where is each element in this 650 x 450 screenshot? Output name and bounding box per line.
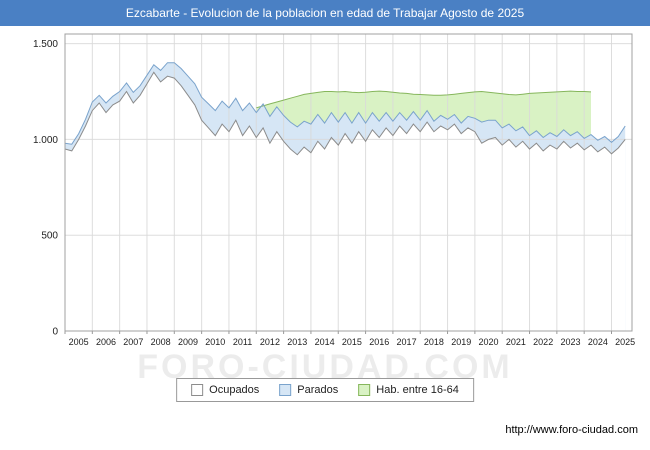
x-tick-label: 2013 — [287, 337, 307, 347]
ocupados-area — [65, 72, 626, 332]
y-tick-label: 500 — [41, 231, 58, 242]
x-tick-label: 2024 — [588, 337, 608, 347]
legend-item-ocupados: Ocupados — [191, 384, 259, 396]
legend-label-hab-16-64: Hab. entre 16-64 — [376, 384, 459, 396]
x-tick-label: 2009 — [178, 337, 198, 347]
x-tick-label: 2021 — [506, 337, 526, 347]
ocupados-line — [64, 71, 626, 156]
x-tick-label: 2015 — [342, 337, 362, 347]
x-tick-label: 2005 — [69, 337, 89, 347]
x-tick-label: 2008 — [151, 337, 171, 347]
x-tick-label: 2019 — [451, 337, 471, 347]
x-tick-label: 2020 — [479, 337, 499, 347]
x-tick-label: 2012 — [260, 337, 280, 347]
x-tick-label: 2023 — [561, 337, 581, 347]
legend-item-hab-16-64: Hab. entre 16-64 — [358, 384, 459, 396]
legend-label-ocupados: Ocupados — [209, 384, 260, 396]
parados-swatch — [279, 384, 292, 396]
x-tick-label: 2017 — [397, 337, 417, 347]
hab-16-64-line — [256, 90, 592, 109]
x-tick-label: 2016 — [369, 337, 389, 347]
legend-label-parados: Parados — [297, 384, 339, 396]
hab-16-64-swatch — [358, 384, 371, 396]
x-tick-label: 2014 — [315, 337, 335, 347]
population-evolution-chart: 0 500 1.000 1.500 2005 2006 2007 2008 2009 2010 20… — [33, 33, 635, 347]
x-tick-label: 2025 — [615, 337, 635, 347]
y-tick-label: 0 — [52, 327, 58, 338]
axis-labels: 0 500 1.000 1.500 2005 2006 2007 2008 2009 2010 20… — [33, 39, 635, 347]
legend-item-parados: Parados — [279, 384, 338, 396]
legend: Ocupados Parados Hab. entre 16-64 — [176, 378, 474, 402]
x-tick-label: 2022 — [533, 337, 553, 347]
x-tick-label: 2006 — [96, 337, 116, 347]
chart-title-bar: Ezcabarte - Evolucion de la poblacion en… — [0, 0, 650, 26]
chart-area: 0 500 1.000 1.500 2005 2006 2007 2008 2009 2010 20… — [0, 26, 650, 371]
x-tick-label: 2007 — [123, 337, 143, 347]
plot-border — [64, 33, 633, 332]
footer-url[interactable]: http://www.foro-ciudad.com — [505, 424, 638, 436]
chart-title: Ezcabarte - Evolucion de la poblacion en… — [125, 6, 525, 20]
y-tick-label: 1.000 — [33, 135, 58, 146]
ocupados-swatch — [191, 384, 204, 396]
x-tick-label: 2018 — [424, 337, 444, 347]
x-tick-label: 2010 — [205, 337, 225, 347]
x-tick-label: 2011 — [233, 337, 252, 347]
y-tick-label: 1.500 — [33, 39, 58, 50]
parados-line — [64, 62, 626, 145]
